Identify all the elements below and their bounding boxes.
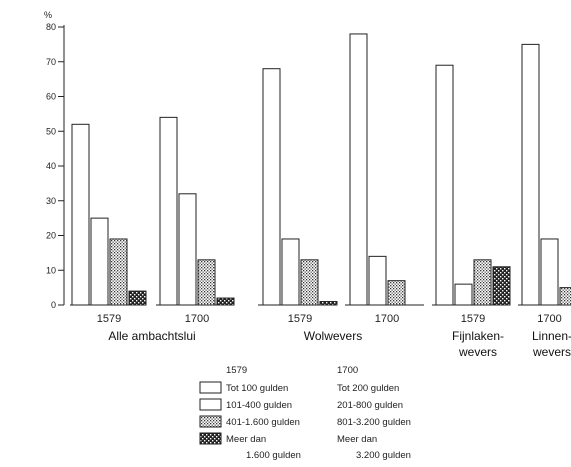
x-axis-labels: 1579 1700 Alle ambachtslui 1579 1700 Wolwever… — [97, 313, 571, 359]
group-label-1-0: Wolwevers — [304, 329, 362, 343]
y-tick-label-40: 40 — [46, 161, 56, 171]
bar-0-1579-3 — [128, 290, 147, 306]
x-year-label-3-0: 1700 — [537, 313, 561, 325]
legend-label-1579-1-0: 101-400 gulden — [226, 400, 292, 411]
bar-0-1579-2 — [109, 238, 128, 306]
bar-1-1700-2 — [387, 280, 406, 306]
group-label-2-0: Fijnlaken- — [452, 329, 504, 343]
bar-0-1700-1 — [178, 193, 197, 306]
bar-0-1700-0 — [159, 116, 178, 306]
bar-1-1579-1 — [281, 238, 300, 306]
legend-swatch-2 — [199, 415, 222, 428]
bar-2-1579-1 — [454, 283, 473, 306]
y-tick-label-30: 30 — [46, 196, 56, 206]
bar-2-1579-3 — [492, 266, 511, 306]
legend-label-1700-3-0: Meer dan — [337, 434, 377, 445]
legend: 1579 1700 Tot 100 gulden Tot 200 gulden 101-… — [199, 365, 411, 461]
legend-header-1579: 1579 — [226, 365, 247, 376]
group-label-2-1: wevers — [458, 345, 497, 359]
legend-swatch-0 — [199, 381, 222, 394]
bar-0-1579-1 — [90, 217, 109, 306]
legend-label-1700-1-0: 201-800 gulden — [337, 400, 403, 411]
legend-swatch-1 — [199, 398, 222, 411]
bar-3-1700-1 — [540, 238, 559, 306]
group-label-3-1: wevers — [532, 345, 571, 359]
y-axis: 0 10 20 30 40 50 60 70 80% — [44, 10, 65, 310]
bar-2-1579-2 — [473, 259, 492, 306]
bar-1-1579-3 — [319, 301, 338, 306]
group-label-3-0: Linnen- — [532, 329, 571, 343]
x-year-label-0-1: 1700 — [185, 313, 209, 325]
x-year-label-2-0: 1579 — [461, 313, 485, 325]
bar-2-1579-0 — [435, 64, 454, 306]
y-tick-label-70: 70 — [46, 57, 56, 67]
legend-label-1579-0-0: Tot 100 gulden — [226, 383, 288, 394]
bar-3-1700-2 — [559, 287, 571, 306]
bar-0-1579-0 — [71, 123, 90, 306]
bar-1-1579-2 — [300, 259, 319, 306]
bar-0-1700-3 — [216, 297, 235, 306]
y-tick-label-20: 20 — [46, 231, 56, 241]
y-tick-label-60: 60 — [46, 92, 56, 102]
legend-label-1579-3-1: 1.600 gulden — [246, 450, 301, 461]
legend-label-1579-2-0: 401-1.600 gulden — [226, 417, 300, 428]
bar-1-1700-0 — [349, 33, 368, 306]
x-year-label-1-0: 1579 — [288, 313, 312, 325]
bar-3-1700-0 — [521, 43, 540, 306]
legend-header-1700: 1700 — [337, 365, 358, 376]
bars — [70, 33, 571, 306]
legend-label-1700-3-1: 3.200 gulden — [356, 450, 411, 461]
legend-label-1700-2-0: 801-3.200 gulden — [337, 417, 411, 428]
y-tick-label-50: 50 — [46, 126, 56, 136]
legend-label-1700-0-0: Tot 200 gulden — [337, 383, 399, 394]
y-tick-label-80: 80 — [46, 22, 56, 32]
group-label-0-0: Alle ambachtslui — [108, 329, 195, 343]
x-year-label-0-0: 1579 — [97, 313, 121, 325]
y-tick-label-10: 10 — [46, 265, 56, 275]
x-year-label-1-1: 1700 — [375, 313, 399, 325]
legend-swatch-3 — [199, 432, 222, 445]
y-tick-label-0: 0 — [51, 300, 56, 310]
bar-1-1700-1 — [368, 255, 387, 306]
bar-1-1579-0 — [262, 68, 281, 306]
y-axis-unit-label: % — [44, 10, 52, 20]
legend-label-1579-3-0: Meer dan — [226, 434, 266, 445]
bar-0-1700-2 — [197, 259, 216, 306]
